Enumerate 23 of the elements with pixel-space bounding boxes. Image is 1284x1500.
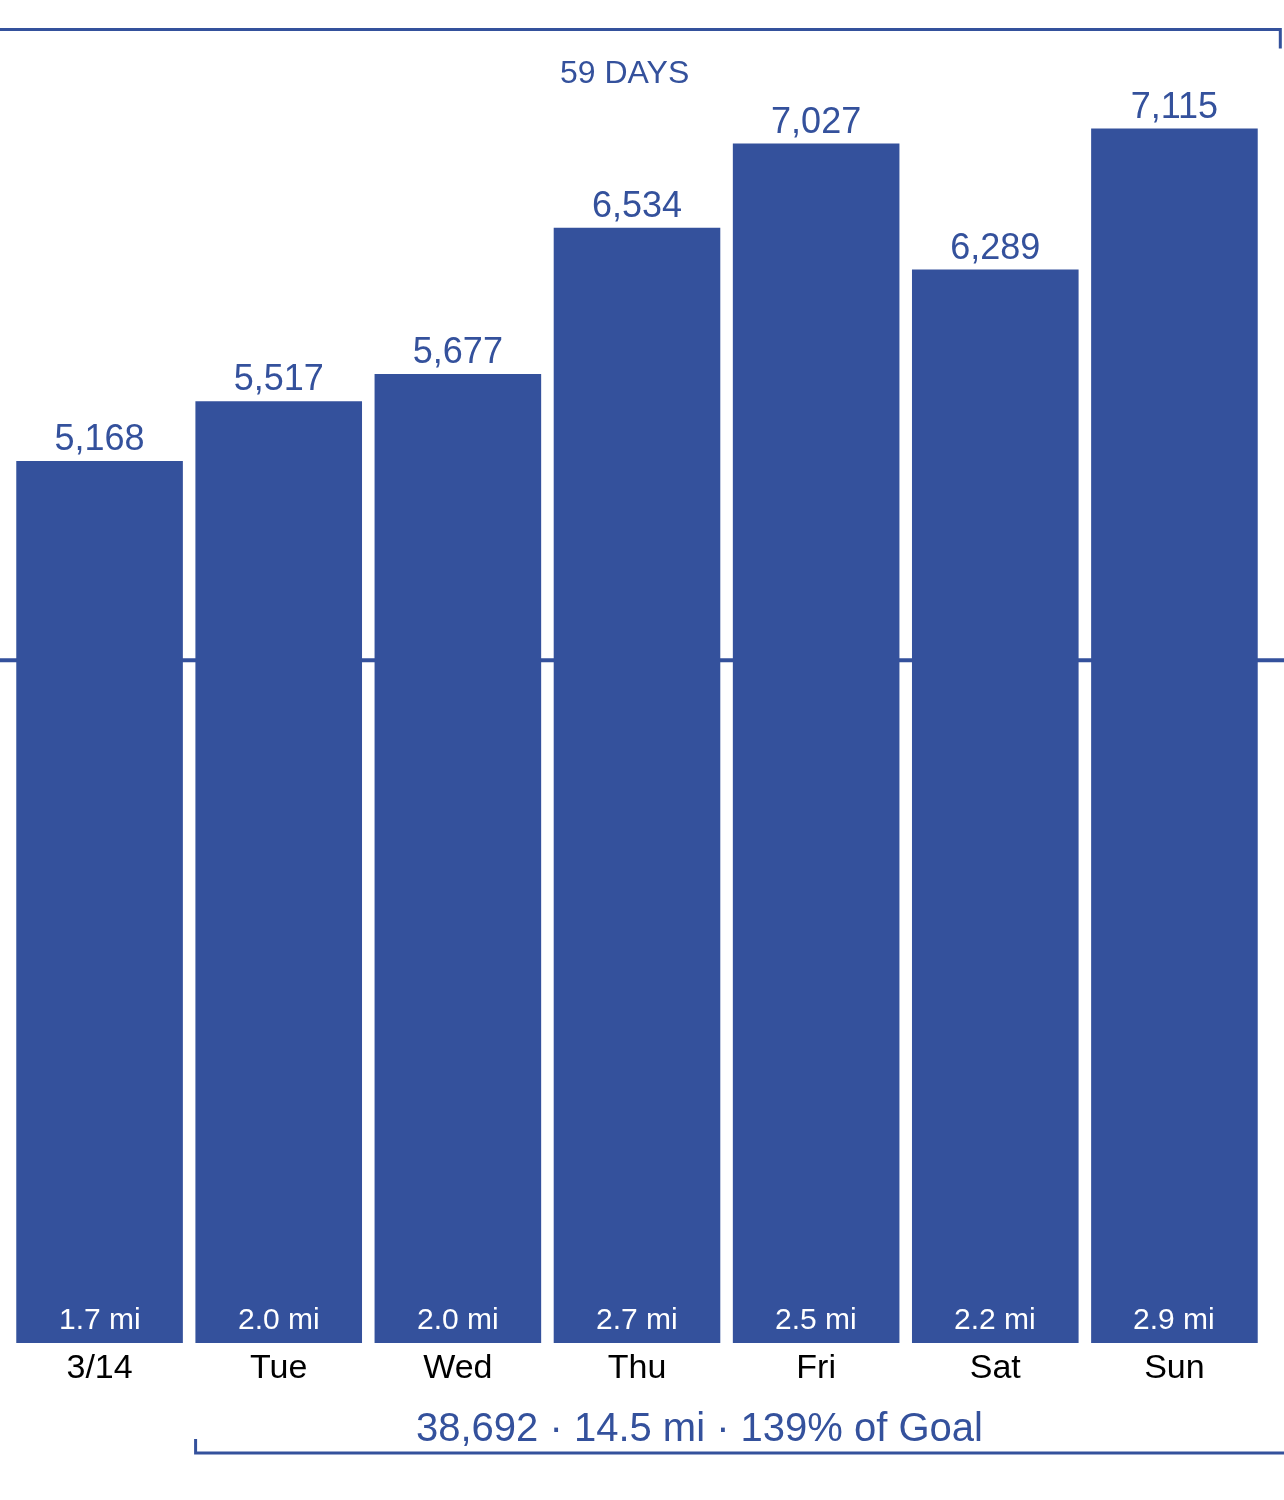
annotation: 2.0 mi xyxy=(417,1302,499,1335)
data-label: 5,517 xyxy=(233,357,324,399)
data-label: 7,027 xyxy=(771,99,862,141)
x-tick-label: Tue xyxy=(250,1347,308,1385)
annotation: 2.2 mi xyxy=(954,1302,1036,1335)
x-tick-label: Sun xyxy=(1144,1347,1205,1385)
annotation: 2.7 mi xyxy=(596,1302,678,1335)
annotation: 2.5 mi xyxy=(775,1302,857,1335)
x-tick-label: 3/14 xyxy=(66,1347,133,1385)
x-tick-label: Fri xyxy=(796,1347,836,1385)
x-tick-label: Thu xyxy=(607,1347,667,1385)
annotation: 1.7 mi xyxy=(59,1302,141,1335)
x-tick-label: Sat xyxy=(969,1347,1022,1385)
annotation: 2.9 mi xyxy=(1133,1302,1215,1335)
x-tick-label: Wed xyxy=(423,1347,493,1385)
data-label: 6,289 xyxy=(950,225,1041,267)
text: 59 DAYS xyxy=(560,54,690,90)
text: 38,692 · 14.5 mi · 139% of Goal xyxy=(416,1405,983,1449)
annotation: 2.0 mi xyxy=(238,1302,320,1335)
data-label: 6,534 xyxy=(591,183,683,225)
data-label: 5,168 xyxy=(54,416,145,458)
data-label: 5,677 xyxy=(412,330,503,372)
data-label: 7,115 xyxy=(1130,84,1219,126)
